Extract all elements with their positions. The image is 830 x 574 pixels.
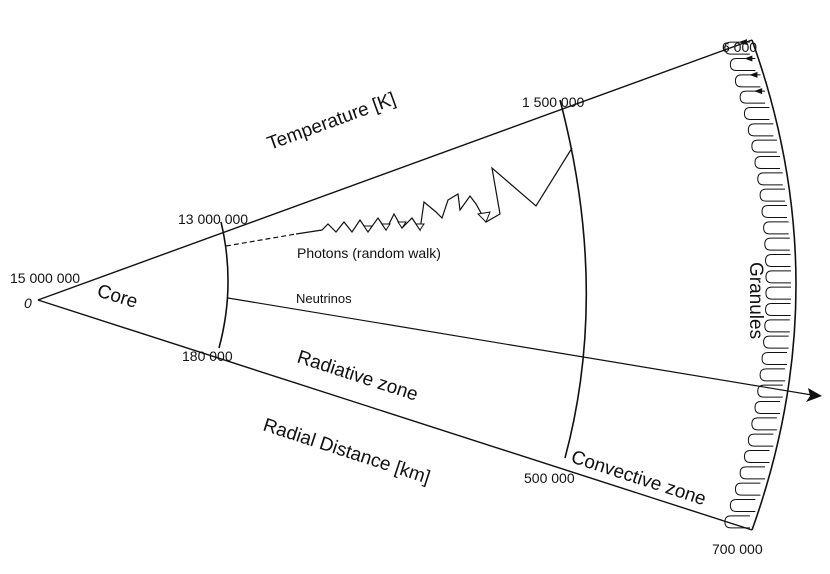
convective-zone-label: Convective zone bbox=[568, 447, 708, 510]
granule-loop bbox=[747, 123, 774, 137]
radius-tick-surface: 700 000 bbox=[712, 541, 763, 557]
granule-loop bbox=[743, 107, 770, 120]
granule-loop bbox=[757, 172, 783, 186]
granule-flow-arrow bbox=[749, 71, 758, 78]
granule-loop bbox=[751, 139, 777, 153]
granule-loop bbox=[724, 41, 750, 55]
granule-loop bbox=[743, 450, 770, 463]
granule-loop bbox=[734, 74, 761, 88]
granule-loop bbox=[759, 188, 786, 202]
granule-loop bbox=[734, 482, 761, 496]
granules-label: Granules bbox=[745, 262, 766, 339]
granule-loop bbox=[765, 254, 791, 267]
neutrino-arrowhead bbox=[806, 388, 822, 402]
core-label: Core bbox=[95, 281, 141, 313]
granule-loop bbox=[729, 58, 756, 71]
solar-surface-arc bbox=[751, 39, 797, 531]
granule-loop bbox=[747, 433, 774, 447]
core-boundary bbox=[218, 221, 229, 349]
granule-loop bbox=[764, 237, 790, 251]
granule-loop bbox=[759, 368, 786, 382]
granule-loop bbox=[729, 499, 756, 512]
granule-loop bbox=[765, 303, 791, 316]
temp-tick-center: 15 000 000 bbox=[10, 270, 80, 286]
granule-loop bbox=[757, 384, 783, 398]
granule-loop bbox=[765, 270, 791, 284]
granule-flow-arrow bbox=[754, 88, 763, 95]
granule-loop bbox=[739, 466, 766, 480]
granule-loop bbox=[724, 515, 750, 529]
granule-loop bbox=[763, 335, 789, 349]
granule-loop bbox=[751, 417, 777, 431]
radius-tick-core: 180 000 bbox=[182, 348, 233, 364]
granule-loop bbox=[761, 352, 788, 365]
granules-loops bbox=[724, 39, 791, 529]
upper-wedge-edge bbox=[37, 39, 753, 301]
neutrinos-label: Neutrinos bbox=[296, 291, 352, 306]
granule-loop bbox=[739, 90, 766, 104]
radiative-convective-boundary bbox=[559, 99, 588, 459]
photons-label: Photons (random walk) bbox=[297, 245, 441, 261]
temp-tick-convective: 1 500 000 bbox=[522, 94, 584, 110]
lower-wedge-edge bbox=[37, 299, 753, 531]
temp-tick-core: 13 000 000 bbox=[178, 211, 248, 227]
temp-tick-surface: 6 000 bbox=[722, 39, 757, 55]
granule-flow-arrow bbox=[744, 55, 753, 62]
granule-loop bbox=[763, 221, 789, 235]
radius-tick-center: 0 bbox=[24, 295, 32, 311]
granule-loop bbox=[754, 156, 780, 169]
neutrino-path bbox=[227, 297, 813, 396]
radiative-zone-label: Radiative zone bbox=[294, 347, 420, 406]
granule-loop bbox=[765, 286, 791, 300]
photon-arrowheads bbox=[363, 211, 491, 233]
granule-loop bbox=[754, 401, 780, 414]
granule-flow-arrow bbox=[738, 39, 747, 46]
photon-path-dashed bbox=[225, 233, 297, 247]
radius-tick-convective: 500 000 bbox=[524, 470, 575, 486]
radial-distance-axis-label: Radial Distance [km] bbox=[260, 415, 432, 489]
temperature-axis-label: Temperature [K] bbox=[265, 89, 399, 155]
granule-loop bbox=[764, 319, 790, 333]
granule-loop bbox=[761, 205, 788, 218]
